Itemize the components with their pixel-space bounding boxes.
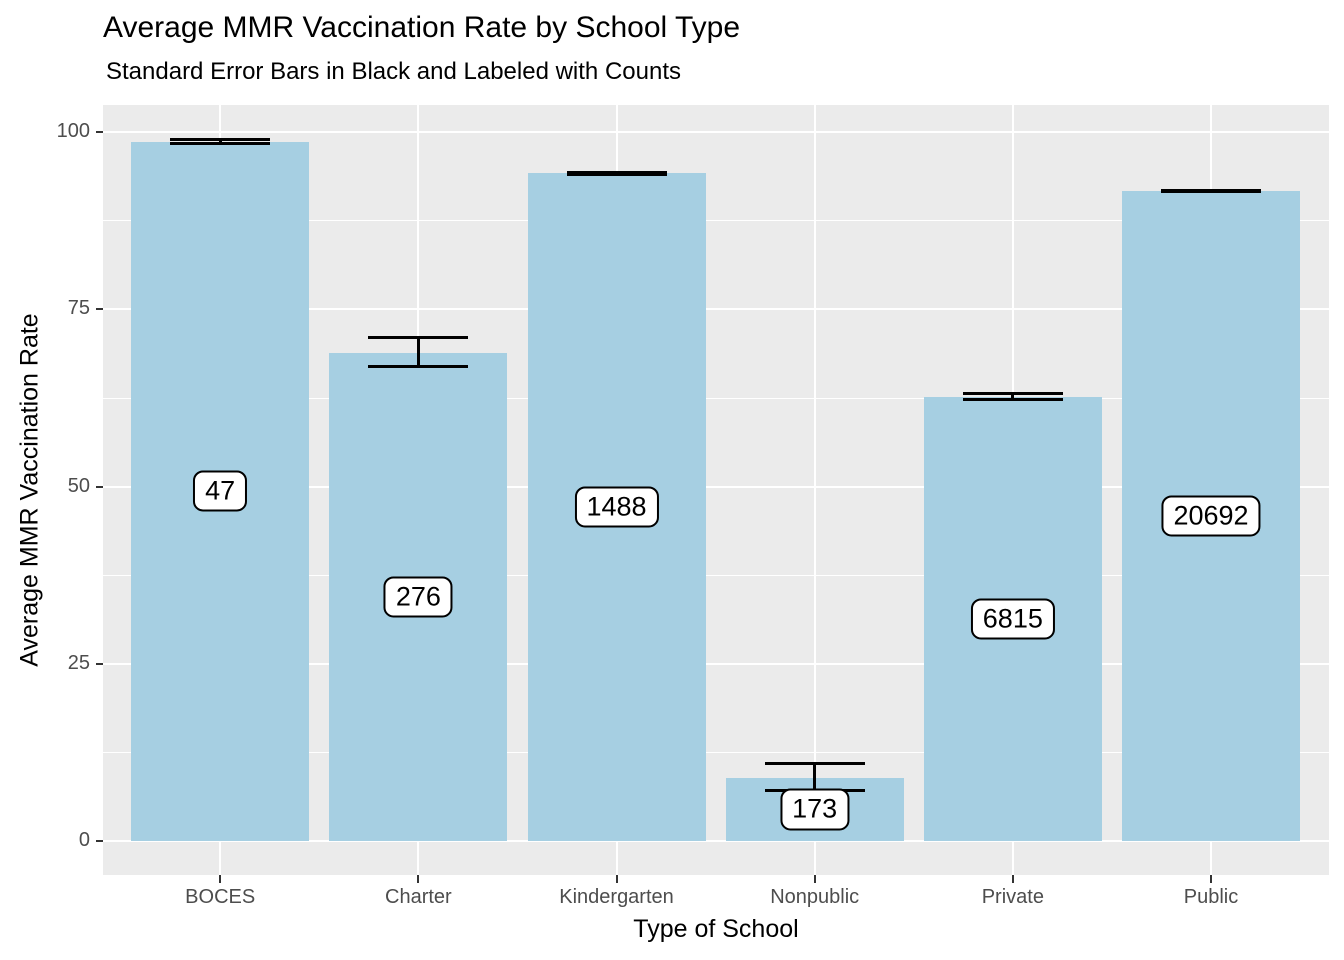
error-bar-cap-bottom	[170, 142, 271, 146]
x-tick-mark	[1011, 875, 1014, 883]
gridline-major	[103, 662, 1329, 665]
error-bar	[170, 137, 271, 146]
chart-subtitle: Standard Error Bars in Black and Labeled…	[106, 58, 681, 85]
gridline-minor	[103, 220, 1329, 222]
error-bar-cap-top	[368, 336, 469, 340]
count-label: 6815	[970, 598, 1055, 640]
chart-title: Average MMR Vaccination Rate by School T…	[103, 11, 741, 44]
error-bar	[1161, 188, 1261, 193]
error-bar	[368, 336, 469, 369]
y-tick-label: 25	[67, 651, 90, 674]
error-bar-cap-top	[170, 137, 271, 141]
gridline-minor	[103, 397, 1329, 399]
y-tick-label: 0	[78, 829, 90, 851]
error-bar-cap-bottom	[1161, 189, 1261, 193]
x-tick-label: Nonpublic	[770, 886, 860, 908]
error-bar	[764, 762, 865, 793]
x-tick-mark	[813, 875, 816, 883]
error-bar-line	[218, 137, 222, 146]
x-tick-label: Private	[981, 886, 1044, 908]
y-tick-label: 75	[67, 297, 90, 320]
gridline-major	[103, 840, 1329, 842]
y-tick-mark	[96, 485, 103, 488]
count-label: 20692	[1161, 495, 1261, 537]
gridline-minor	[103, 751, 1329, 753]
count-label: 47	[193, 470, 248, 512]
plot-panel: 47 276 1488 173 6815 20692	[103, 105, 1329, 875]
error-bar-line	[813, 762, 817, 793]
count-label: 276	[383, 576, 453, 618]
count-label: 173	[780, 788, 850, 830]
x-axis-title: Type of School	[633, 915, 799, 943]
error-bar-cap-top	[764, 762, 865, 766]
x-tick-mark	[1210, 875, 1212, 883]
x-tick-mark	[417, 875, 420, 883]
gridline-major	[103, 308, 1329, 311]
x-tick-mark	[615, 875, 618, 883]
y-tick-mark	[96, 840, 103, 842]
error-bar-cap-top	[566, 171, 667, 175]
error-bar-line	[1011, 392, 1015, 401]
y-tick-label: 100	[56, 120, 90, 143]
gridline-major	[103, 131, 1329, 134]
gridline-minor	[103, 574, 1329, 576]
x-tick-label: Charter	[385, 886, 452, 908]
error-bar-cap-bottom	[368, 365, 469, 369]
x-tick-label: BOCES	[185, 886, 256, 908]
y-tick-mark	[96, 131, 103, 134]
error-bar-cap-bottom	[962, 397, 1063, 401]
count-label: 1488	[574, 486, 659, 528]
error-bar	[962, 392, 1063, 401]
y-tick-mark	[96, 308, 103, 311]
x-tick-label: Kindergarten	[559, 886, 674, 908]
gridline-major	[103, 485, 1329, 488]
error-bar-line	[416, 336, 420, 369]
gridline-vertical	[813, 105, 816, 875]
x-tick-mark	[219, 875, 222, 883]
error-bar-cap-top	[962, 392, 1063, 396]
y-tick-mark	[96, 662, 103, 665]
error-bar-cap-bottom	[566, 173, 667, 177]
x-tick-label: Public	[1183, 886, 1239, 908]
y-tick-label: 50	[67, 474, 90, 497]
error-bar	[566, 171, 667, 177]
